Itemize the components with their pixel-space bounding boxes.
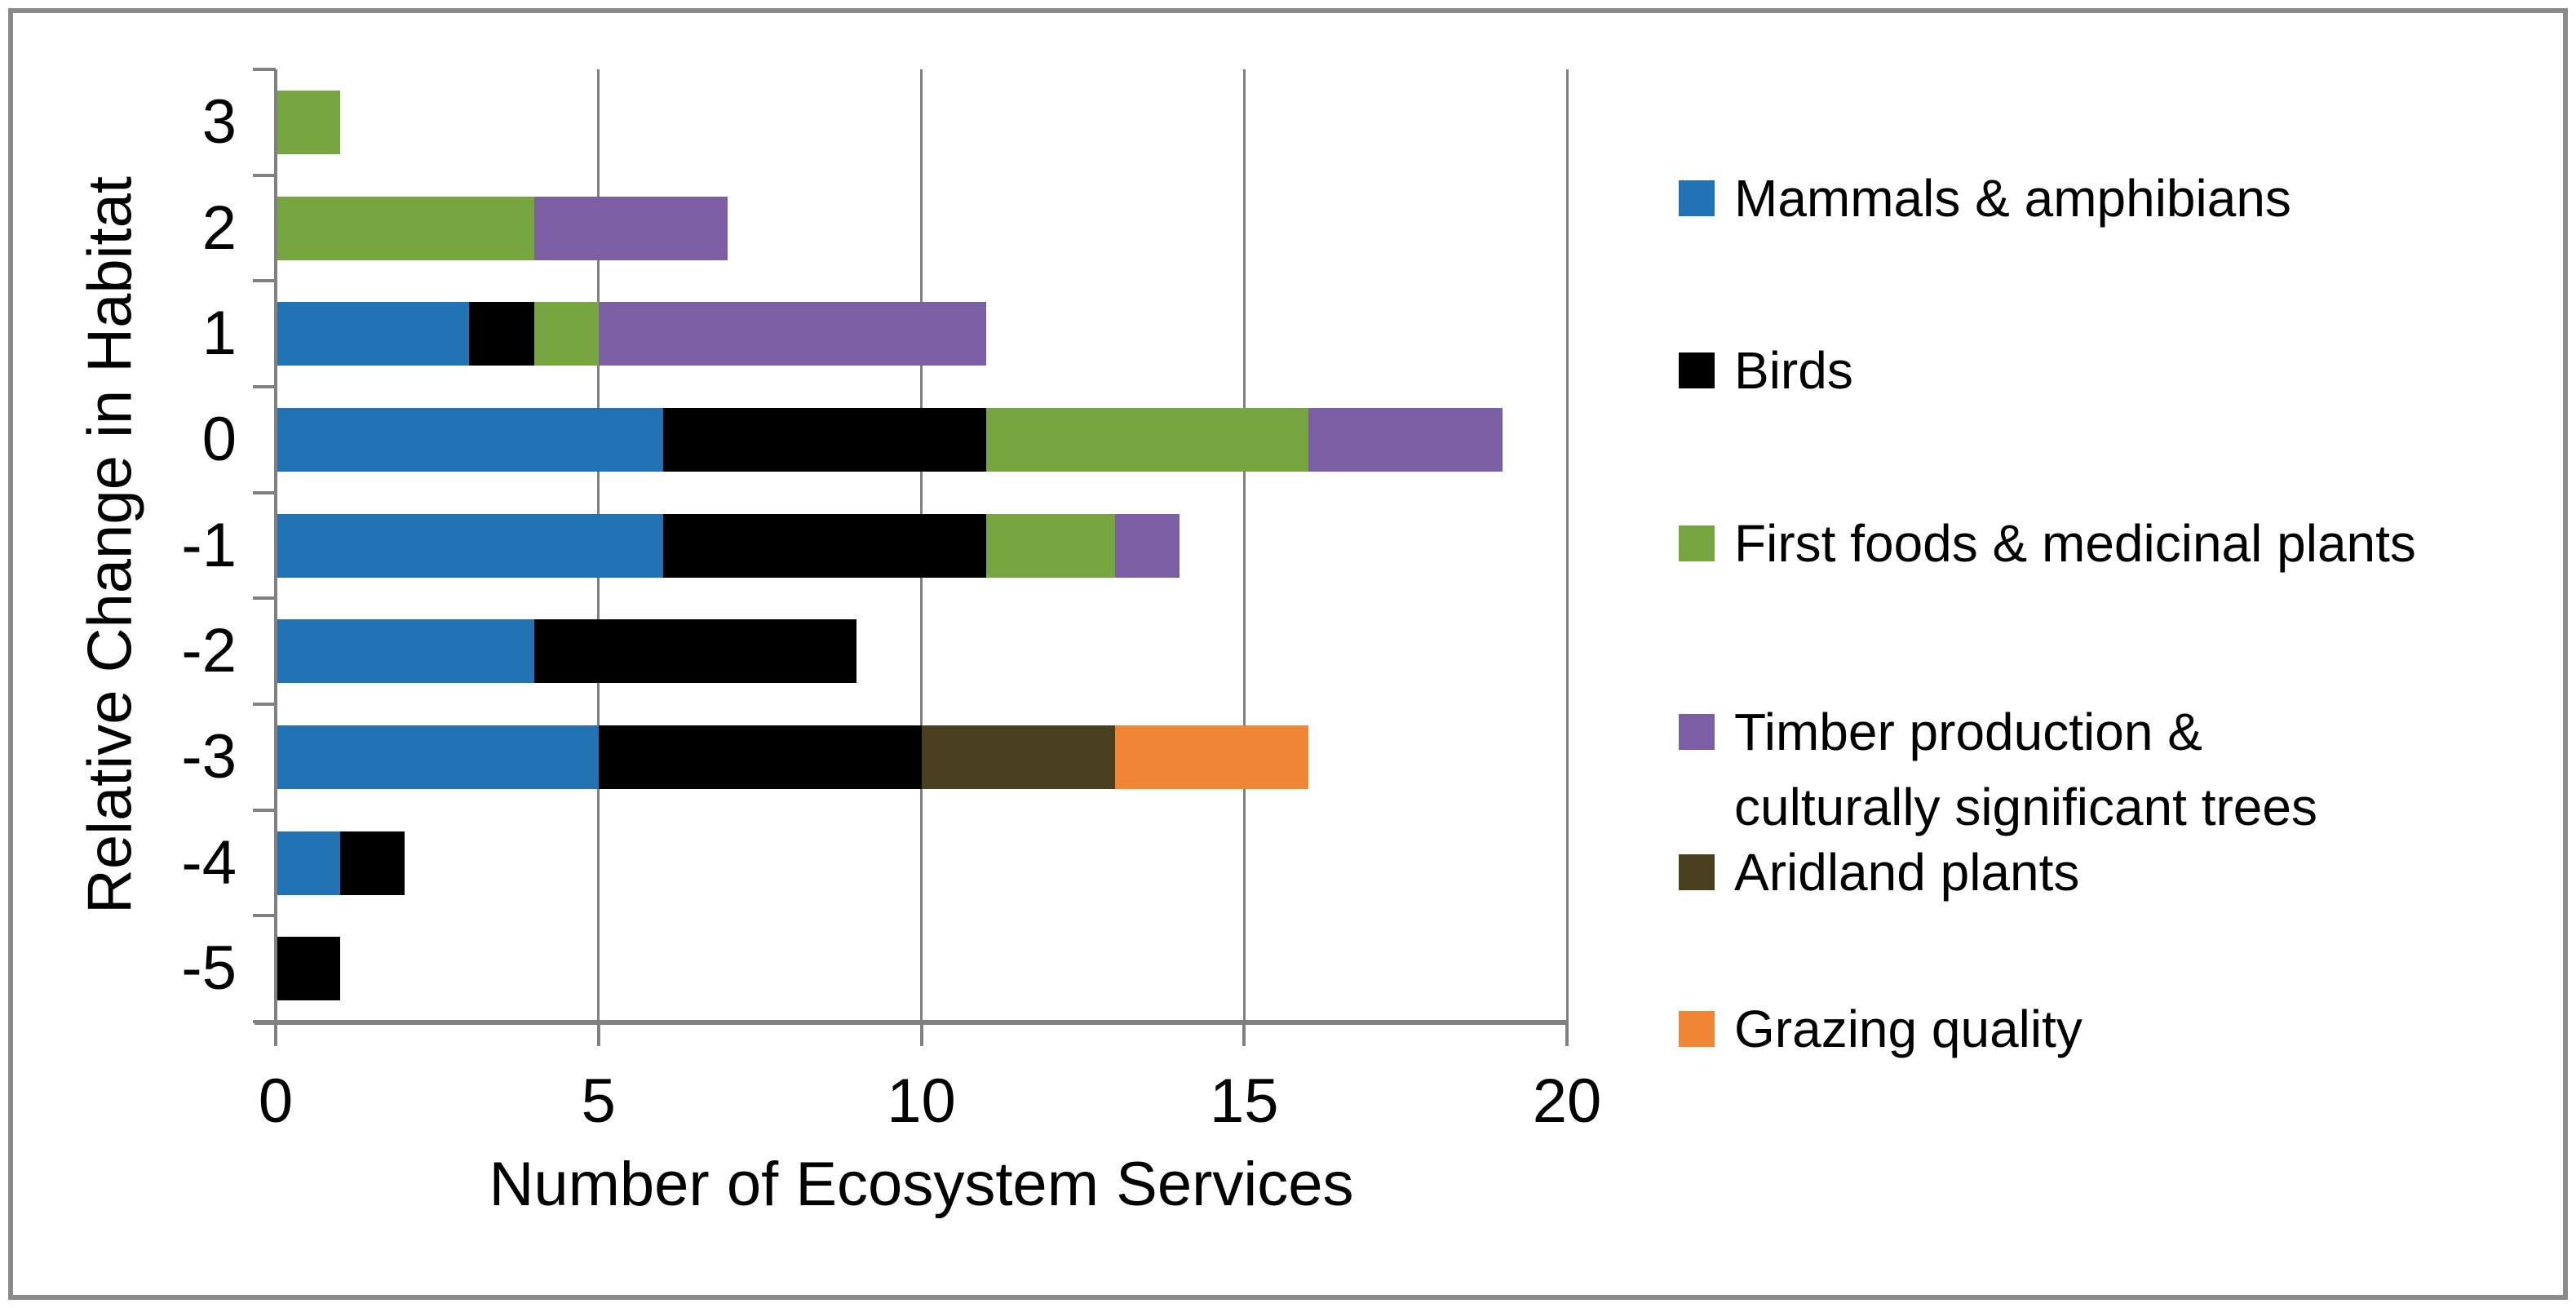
- x-axis-tick: [274, 1022, 277, 1046]
- y-category-label: -5: [181, 933, 237, 1004]
- y-category-label: -3: [181, 721, 237, 791]
- x-axis-tick: [1242, 1022, 1246, 1046]
- legend-label: Aridland plants: [1734, 843, 2080, 902]
- legend-label: Birds: [1734, 341, 1853, 400]
- gridline-x-20: [1565, 69, 1569, 1022]
- y-axis-tick: [253, 279, 276, 283]
- legend-item: Birds: [1679, 333, 1853, 408]
- bar-segment: [1308, 407, 1503, 472]
- x-axis-tick: [919, 1022, 923, 1046]
- y-category-label: 2: [201, 193, 237, 263]
- legend-swatch-icon: [1679, 714, 1715, 750]
- bar-segment: [533, 619, 857, 684]
- y-axis-tick: [253, 914, 276, 918]
- bar-segment: [533, 302, 599, 366]
- y-axis-tick: [253, 703, 276, 706]
- legend-item: First foods & medicinal plants: [1679, 506, 2416, 581]
- bar-segment: [598, 302, 986, 366]
- x-tick-label: 5: [581, 1066, 616, 1136]
- x-axis-tick: [1565, 1022, 1569, 1046]
- y-axis-tick: [253, 808, 276, 812]
- bar-segment: [276, 196, 534, 260]
- y-category-label: -1: [181, 510, 237, 580]
- x-axis-line: [255, 1020, 1569, 1025]
- legend-swatch-icon: [1679, 1011, 1715, 1047]
- y-axis-tick: [253, 385, 276, 388]
- y-category-label: 3: [201, 86, 237, 157]
- y-category-label: -2: [181, 616, 237, 686]
- legend-swatch-icon: [1679, 525, 1715, 561]
- y-axis-tick: [253, 1020, 276, 1023]
- y-axis-tick: [253, 596, 276, 601]
- legend-item: Aridland plants: [1679, 835, 2079, 910]
- legend-label: Grazing quality: [1734, 1000, 2082, 1058]
- x-tick-label: 15: [1209, 1066, 1279, 1136]
- x-tick-label: 20: [1532, 1066, 1602, 1136]
- bar-segment: [1114, 513, 1180, 578]
- bar-segment: [276, 302, 470, 366]
- figure-border: [8, 8, 2568, 1300]
- y-category-label: -4: [181, 827, 237, 898]
- legend-label: Mammals & amphibians: [1734, 169, 2291, 228]
- y-axis-line: [274, 69, 277, 1022]
- x-axis-tick: [596, 1022, 600, 1046]
- bar-segment: [1114, 725, 1309, 789]
- bar-segment: [469, 302, 534, 366]
- bar-segment: [276, 831, 341, 895]
- x-axis-title: Number of Ecosystem Services: [489, 1150, 1354, 1219]
- bar-segment: [598, 725, 922, 789]
- y-axis-tick: [253, 68, 276, 71]
- bar-segment: [662, 407, 986, 472]
- y-category-label: 0: [201, 404, 237, 474]
- y-axis-tick: [253, 173, 276, 177]
- legend-swatch-icon: [1679, 352, 1715, 388]
- legend-item: Mammals & amphibians: [1679, 161, 2291, 236]
- x-tick-label: 10: [887, 1066, 956, 1136]
- plot-area: [274, 69, 1569, 1022]
- y-axis-title: Relative Change in Habitat: [75, 175, 145, 915]
- bar-segment: [276, 619, 534, 684]
- bar-segment: [276, 937, 341, 1001]
- legend-item: Grazing quality: [1679, 991, 2082, 1066]
- bar-segment: [921, 725, 1115, 789]
- legend-swatch-icon: [1679, 180, 1715, 216]
- bar-segment: [662, 513, 986, 578]
- y-axis-tick: [253, 490, 276, 494]
- bar-segment: [276, 725, 599, 789]
- legend-label: Timber production & culturally significan…: [1734, 703, 2317, 836]
- y-category-label: 1: [201, 299, 237, 369]
- bar-segment: [276, 90, 341, 154]
- bar-segment: [276, 407, 663, 472]
- x-tick-label: 0: [258, 1066, 294, 1136]
- bar-segment: [340, 831, 405, 895]
- bar-segment: [276, 513, 663, 578]
- bar-segment: [985, 407, 1309, 472]
- bar-segment: [533, 196, 728, 260]
- legend-label: First foods & medicinal plants: [1734, 514, 2416, 573]
- bar-segment: [985, 513, 1115, 578]
- legend-swatch-icon: [1679, 854, 1715, 890]
- legend-item: Timber production & culturally significan…: [1679, 694, 2317, 845]
- gridline-x-15: [1242, 69, 1246, 1022]
